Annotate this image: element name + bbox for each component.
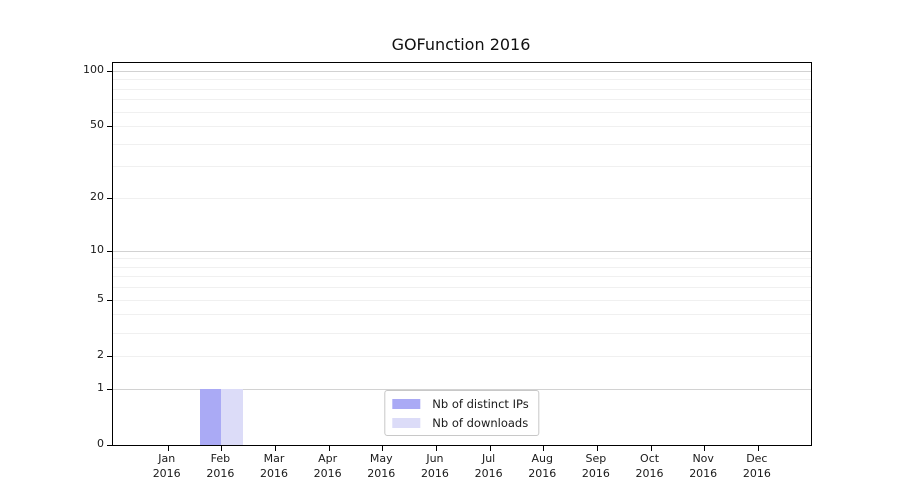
- x-axis-tick-label: Jan 2016: [135, 451, 199, 481]
- y-tick-mark: [107, 388, 112, 390]
- bar-downloads: [221, 388, 243, 445]
- plot-area: Nb of distinct IPs Nb of downloads: [107, 62, 812, 451]
- x-axis-tick-label: Feb 2016: [188, 451, 252, 481]
- gridline-minor: [113, 355, 811, 357]
- x-tick-month: Mar: [263, 452, 285, 465]
- x-axis-tick-label: Dec 2016: [725, 451, 789, 481]
- y-axis-tick-label: 20: [90, 190, 104, 204]
- x-tick-year: 2016: [367, 467, 396, 480]
- x-tick-mark: [328, 446, 330, 451]
- x-axis-tick-label: May 2016: [349, 451, 413, 481]
- gridline-minor: [113, 276, 811, 278]
- y-axis-tick-label: 50: [90, 118, 104, 132]
- gridline-minor: [113, 332, 811, 334]
- gridline-minor: [113, 287, 811, 289]
- x-tick-month: Nov: [692, 452, 714, 465]
- y-tick-mark: [107, 355, 112, 357]
- y-tick-mark: [107, 445, 112, 446]
- x-tick-month: Feb: [210, 452, 231, 465]
- y-axis-tick-label: 5: [97, 291, 104, 305]
- gridline-minor: [113, 143, 811, 145]
- x-tick-mark: [704, 446, 706, 451]
- y-tick-mark: [107, 126, 112, 128]
- x-axis-tick-label: Apr 2016: [296, 451, 360, 481]
- y-tick-mark: [107, 250, 112, 252]
- x-tick-year: 2016: [260, 467, 288, 480]
- legend-label: Nb of distinct IPs: [432, 396, 529, 411]
- y-tick-mark: [107, 299, 112, 301]
- x-tick-mark: [167, 446, 169, 451]
- legend-item: Nb of distinct IPs: [392, 396, 529, 411]
- gridline-major: [113, 250, 811, 252]
- x-tick-mark: [275, 446, 276, 451]
- x-tick-year: 2016: [206, 467, 235, 480]
- x-tick-mark: [650, 446, 652, 451]
- x-tick-mark: [435, 446, 437, 451]
- x-tick-mark: [221, 446, 223, 451]
- gridline-minor: [113, 258, 811, 260]
- legend: Nb of distinct IPs Nb of downloads: [384, 390, 540, 436]
- gridline-minor: [113, 299, 811, 301]
- gridline-major: [113, 388, 811, 390]
- x-axis-tick-label: Aug 2016: [510, 451, 574, 481]
- y-axis-tick-label: 1: [97, 380, 104, 394]
- y-axis-tick-label: 10: [90, 242, 104, 256]
- gridline-minor: [113, 88, 811, 90]
- gridline-minor: [113, 314, 811, 316]
- legend-item: Nb of downloads: [392, 415, 528, 430]
- x-tick-month: May: [369, 452, 393, 465]
- x-tick-month: Jun: [426, 452, 444, 465]
- gridline-minor: [113, 79, 811, 81]
- x-tick-mark: [757, 446, 759, 451]
- x-tick-month: Sep: [585, 452, 607, 465]
- y-tick-mark: [107, 198, 112, 200]
- x-tick-year: 2016: [152, 467, 181, 480]
- x-tick-mark: [596, 446, 598, 451]
- x-axis-tick-label: Jun 2016: [403, 451, 467, 481]
- x-tick-year: 2016: [689, 467, 718, 480]
- x-tick-mark: [382, 446, 384, 451]
- legend-label: Nb of downloads: [432, 415, 529, 430]
- y-tick-mark: [107, 70, 112, 72]
- gridline-minor: [113, 198, 811, 200]
- x-tick-month: Dec: [746, 452, 768, 465]
- x-tick-mark: [489, 446, 491, 451]
- x-tick-month: Jan: [158, 452, 176, 465]
- x-tick-month: Aug: [531, 452, 553, 465]
- gridline-minor: [113, 111, 811, 113]
- x-axis-tick-label: Oct 2016: [618, 451, 682, 481]
- legend-swatch: [392, 417, 421, 428]
- x-tick-year: 2016: [474, 467, 503, 480]
- x-axis-tick-label: Nov 2016: [671, 451, 735, 481]
- bar-distinct-ips: [199, 388, 222, 445]
- x-tick-year: 2016: [581, 467, 610, 480]
- x-tick-year: 2016: [313, 467, 342, 480]
- gridline-minor: [113, 126, 811, 128]
- gridline-minor: [113, 166, 811, 168]
- x-axis-tick-label: Sep 2016: [564, 451, 628, 481]
- gridline-minor: [113, 266, 811, 268]
- x-tick-year: 2016: [742, 467, 771, 480]
- x-tick-year: 2016: [528, 467, 557, 480]
- y-axis-tick-label: 2: [97, 347, 104, 361]
- x-axis-tick-label: Jul 2016: [457, 451, 521, 481]
- x-tick-month: Jul: [481, 452, 496, 465]
- x-tick-year: 2016: [420, 467, 449, 480]
- y-axis-tick-label: 0: [97, 437, 104, 450]
- y-axis-tick-label: 100: [83, 62, 104, 76]
- chart-title: GOFunction 2016: [391, 35, 531, 54]
- x-axis-tick-label: Mar 2016: [242, 451, 306, 481]
- gridline-major: [113, 70, 811, 72]
- legend-swatch: [392, 398, 421, 409]
- x-tick-month: Apr: [318, 452, 338, 465]
- x-tick-year: 2016: [635, 467, 664, 480]
- x-tick-month: Oct: [640, 452, 660, 465]
- gridline-minor: [113, 99, 811, 101]
- x-tick-mark: [543, 446, 545, 451]
